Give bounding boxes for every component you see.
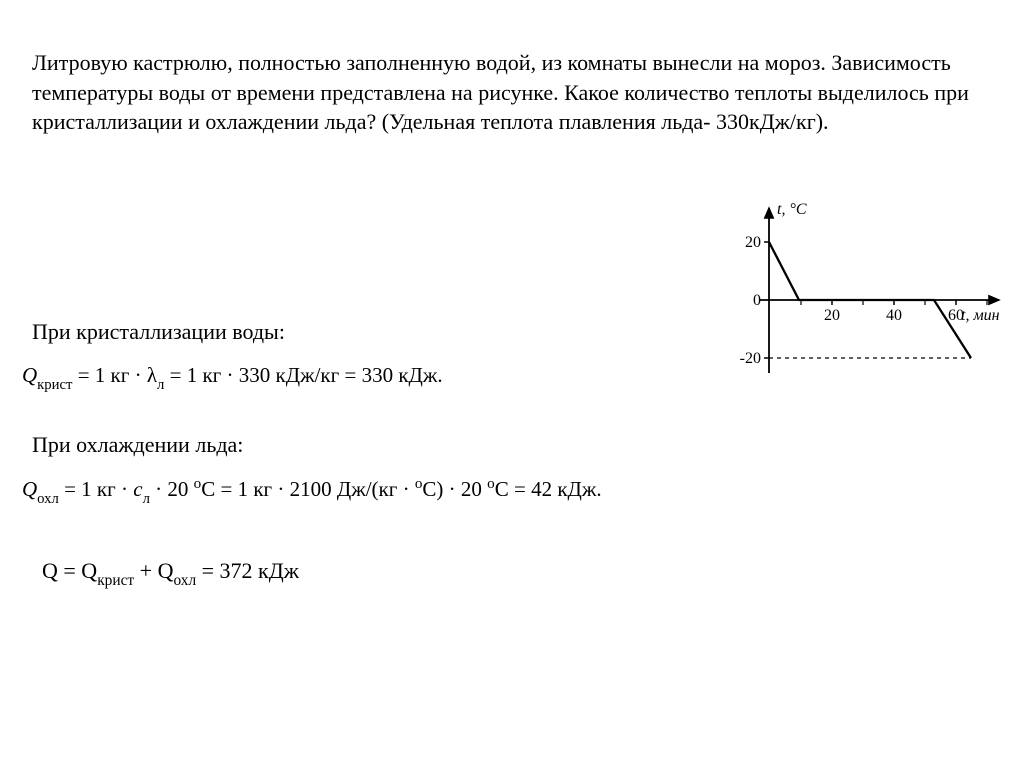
equation-final: Q = Qкрист + Qохл = 372 кДж [42,558,992,588]
equation-cooling: Qохл = 1 кг · cл · 20 оС = 1 кг · 2100 Д… [22,476,992,506]
problem-text: Литровую кастрюлю, полностью заполненную… [32,48,992,137]
svg-text:20: 20 [745,234,761,251]
svg-text:t, °С: t, °С [777,201,807,218]
svg-text:60: 60 [948,307,964,324]
cooling-label: При охлаждении льда: [32,432,992,458]
svg-text:-20: -20 [740,350,761,367]
svg-text:t, мин: t, мин [961,307,1000,324]
svg-text:20: 20 [824,307,840,324]
svg-text:40: 40 [886,307,902,324]
svg-text:0: 0 [753,292,761,309]
temperature-chart: t, °С t, мин 20 0 -20 20 40 60 [704,200,1004,380]
